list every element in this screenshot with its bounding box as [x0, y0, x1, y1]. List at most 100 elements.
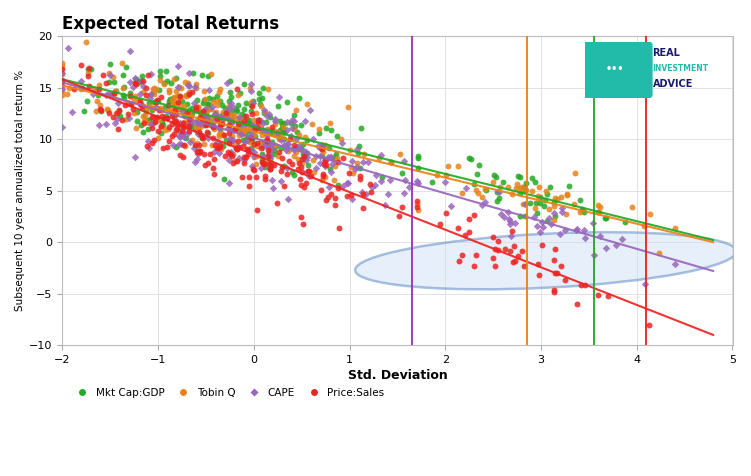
Point: [234, 131, 246, 139]
Point: [259, 137, 271, 145]
Point: [296, 155, 308, 162]
Point: [155, 129, 167, 137]
Point: [290, 106, 302, 114]
Point: [158, 104, 170, 111]
Point: [551, 269, 563, 277]
Point: [189, 99, 201, 107]
Point: [146, 139, 158, 147]
Point: [207, 164, 219, 172]
Point: [217, 109, 229, 116]
Point: [548, 216, 560, 223]
Point: [202, 72, 214, 79]
Point: [201, 114, 213, 121]
Point: [190, 103, 202, 111]
Point: [206, 113, 218, 121]
Point: [223, 97, 235, 105]
Point: [312, 142, 324, 149]
Point: [56, 88, 68, 95]
Point: [130, 78, 142, 85]
Point: [249, 149, 261, 156]
Point: [587, 219, 599, 227]
Point: [281, 118, 293, 126]
Point: [246, 97, 258, 105]
Point: [161, 114, 173, 122]
Point: [269, 118, 281, 125]
Point: [261, 136, 273, 143]
Point: [515, 183, 527, 191]
Point: [505, 228, 517, 235]
Point: [284, 135, 296, 142]
Point: [170, 88, 182, 95]
Point: [602, 293, 614, 300]
Point: [284, 145, 296, 152]
Point: [547, 202, 559, 210]
Point: [244, 133, 256, 140]
Point: [479, 198, 491, 206]
Point: [411, 197, 423, 205]
Point: [208, 170, 220, 178]
Point: [544, 183, 556, 191]
Point: [264, 154, 276, 162]
Point: [319, 156, 331, 164]
Point: [130, 76, 142, 83]
Point: [288, 146, 300, 154]
Point: [411, 204, 423, 211]
Point: [328, 155, 340, 162]
Point: [219, 109, 231, 117]
Point: [169, 106, 181, 114]
Point: [222, 148, 234, 156]
Point: [283, 158, 295, 165]
Point: [316, 153, 328, 160]
Point: [297, 183, 309, 191]
Point: [275, 144, 287, 151]
Point: [292, 165, 304, 173]
Point: [134, 90, 146, 98]
Point: [639, 280, 651, 288]
Point: [83, 72, 95, 79]
Point: [465, 155, 477, 162]
Point: [241, 137, 253, 144]
Point: [240, 153, 252, 160]
Point: [140, 142, 152, 150]
Point: [133, 79, 145, 86]
Point: [141, 137, 153, 145]
Point: [183, 90, 195, 98]
Point: [345, 191, 357, 199]
Point: [276, 164, 288, 171]
Point: [75, 77, 87, 85]
Point: [354, 175, 366, 183]
Point: [200, 120, 212, 128]
Point: [322, 153, 334, 160]
Point: [249, 123, 261, 130]
Point: [166, 120, 178, 128]
Point: [537, 223, 549, 231]
Point: [460, 231, 472, 239]
Point: [265, 162, 277, 169]
Point: [282, 140, 294, 148]
Point: [333, 225, 345, 232]
Point: [168, 112, 180, 119]
Point: [342, 178, 354, 186]
Point: [253, 89, 265, 97]
Point: [179, 142, 192, 149]
Point: [273, 93, 285, 101]
Point: [149, 119, 161, 126]
Point: [192, 147, 204, 155]
Point: [81, 97, 93, 105]
Point: [365, 188, 377, 196]
Point: [92, 81, 104, 89]
Point: [260, 119, 272, 126]
Point: [354, 172, 366, 179]
Point: [531, 222, 543, 230]
Point: [468, 180, 480, 188]
Point: [278, 128, 290, 136]
Point: [475, 201, 487, 209]
Point: [261, 112, 273, 120]
Point: [143, 144, 155, 152]
Point: [159, 127, 171, 134]
Point: [179, 102, 191, 110]
Point: [198, 116, 210, 124]
Point: [412, 206, 424, 214]
Point: [276, 131, 288, 139]
Point: [472, 189, 484, 197]
